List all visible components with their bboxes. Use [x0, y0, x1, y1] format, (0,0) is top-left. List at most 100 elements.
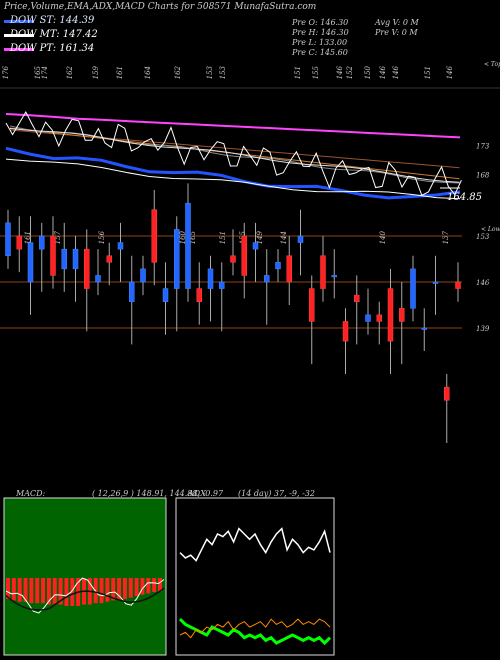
candle-body: [95, 275, 101, 283]
candle-body: [354, 294, 360, 302]
macd-bar: [52, 578, 57, 605]
legend-dow-pt: DOW PT: 161.34: [4, 43, 154, 56]
adx-panel: [175, 497, 335, 656]
candle-body: [455, 281, 461, 289]
macd-bar: [99, 578, 104, 604]
macd-bar: [41, 578, 46, 604]
candle-body: [399, 308, 405, 322]
legend-dow-pt-swatch: [4, 48, 34, 51]
upper-top-label: 146: [446, 65, 454, 79]
legend-dow-mt: DOW MT: 147.42: [4, 29, 154, 42]
upper-level-168: 168: [476, 172, 490, 180]
info-high: Pre H: 146.30: [292, 28, 349, 37]
candle-body: [241, 235, 247, 276]
macd-bar: [70, 578, 75, 606]
lower-top-label: 160: [179, 230, 187, 244]
candle-body: [61, 248, 67, 270]
candle-body: [275, 262, 281, 270]
series-dow-pt: [5, 113, 461, 139]
candle-body: [264, 275, 270, 283]
candle-body: [174, 229, 180, 289]
upper-top-label: 152: [346, 65, 354, 79]
legend-dow-st-swatch: [4, 20, 34, 23]
candle-body: [207, 268, 214, 289]
macd-bar: [29, 578, 34, 604]
upper-top-label: 161: [116, 66, 124, 79]
candle-body: [129, 281, 135, 302]
lower-top-label: 161: [24, 231, 32, 244]
macd-bar: [105, 578, 110, 602]
macd-label: MACD:: [16, 489, 46, 498]
upper-top-label: 146: [379, 65, 387, 79]
candle-body: [297, 235, 304, 243]
upper-top-label: 176: [2, 65, 10, 79]
candle-body: [185, 202, 191, 289]
lower-top-label: 137: [442, 230, 450, 244]
macd-bar: [152, 578, 157, 592]
candle-body: [421, 327, 427, 330]
macd-bar: [58, 578, 63, 605]
adx-minus-di-line: [179, 618, 331, 639]
lower-top-label: 151: [219, 231, 227, 244]
macd-bar: [46, 578, 51, 605]
legend-dow-pt-label: DOW PT: 161.34: [10, 43, 95, 54]
macd-bar: [23, 578, 28, 602]
macd-bar: [11, 578, 16, 601]
candle-body: [331, 275, 337, 278]
adx-values: (14 day) 37, -9, -32: [238, 489, 315, 498]
upper-top-label: 155: [312, 65, 320, 79]
candle-body: [151, 209, 157, 263]
macd-bar: [117, 578, 122, 601]
upper-top-label: 151: [424, 66, 432, 79]
lower-tag: < Lows: [481, 226, 500, 233]
lower-level-146: 146: [476, 279, 490, 287]
candle-body: [84, 248, 90, 289]
legend-dow-mt-swatch: [4, 34, 34, 37]
candle-body: [252, 242, 259, 250]
macd-panel: [3, 497, 167, 656]
series-dow-st: [5, 146, 461, 200]
upper-top-label: 174: [41, 66, 49, 79]
candle-body: [387, 288, 394, 342]
candle-body: [196, 288, 202, 302]
candle-body: [50, 235, 56, 276]
upper-top-label: 153: [219, 65, 227, 79]
candle-body: [16, 235, 22, 250]
candle-body: [219, 281, 225, 289]
upper-top-label: 165: [34, 65, 42, 79]
candle-body: [27, 242, 34, 283]
macd-bar: [134, 578, 139, 597]
candle-body: [365, 314, 371, 322]
upper-top-label: 146: [336, 65, 344, 79]
candle-body: [230, 255, 236, 263]
macd-bar: [158, 578, 162, 592]
candle-body: [117, 242, 124, 250]
upper-top-label: 162: [174, 65, 182, 79]
macd-bar: [146, 578, 151, 594]
upper-tag: < Tops: [484, 61, 500, 68]
series-dow-mt: [5, 158, 461, 200]
candle-body: [106, 255, 112, 263]
macd-bar: [122, 578, 127, 599]
upper-top-label: 162: [66, 65, 74, 79]
candle-body: [286, 255, 292, 283]
chart-title: Price,Volume,EMA,ADX,MACD Charts for 508…: [4, 2, 317, 12]
info-open: Pre O: 146.30: [292, 18, 349, 27]
candle-body: [72, 248, 79, 270]
ema-band-white: [9, 128, 460, 183]
info-low: Pre L: 133.00: [292, 38, 348, 47]
lower-top-label: 144: [280, 231, 288, 244]
candle-body: [5, 222, 11, 256]
candle-body: [320, 255, 326, 289]
candle-body: [410, 268, 416, 309]
info-close: Pre C: 145.60: [292, 48, 348, 57]
macd-bar: [35, 578, 40, 604]
upper-top-label: 146: [392, 65, 400, 79]
upper-top-label: 164: [144, 66, 152, 79]
legend-dow-st: DOW ST: 144.39: [4, 15, 154, 28]
lower-level-139: 139: [476, 325, 490, 333]
candle-body: [376, 314, 382, 322]
upper-top-label: 153: [206, 65, 214, 79]
legend-dow-mt-label: DOW MT: 147.42: [10, 29, 98, 40]
